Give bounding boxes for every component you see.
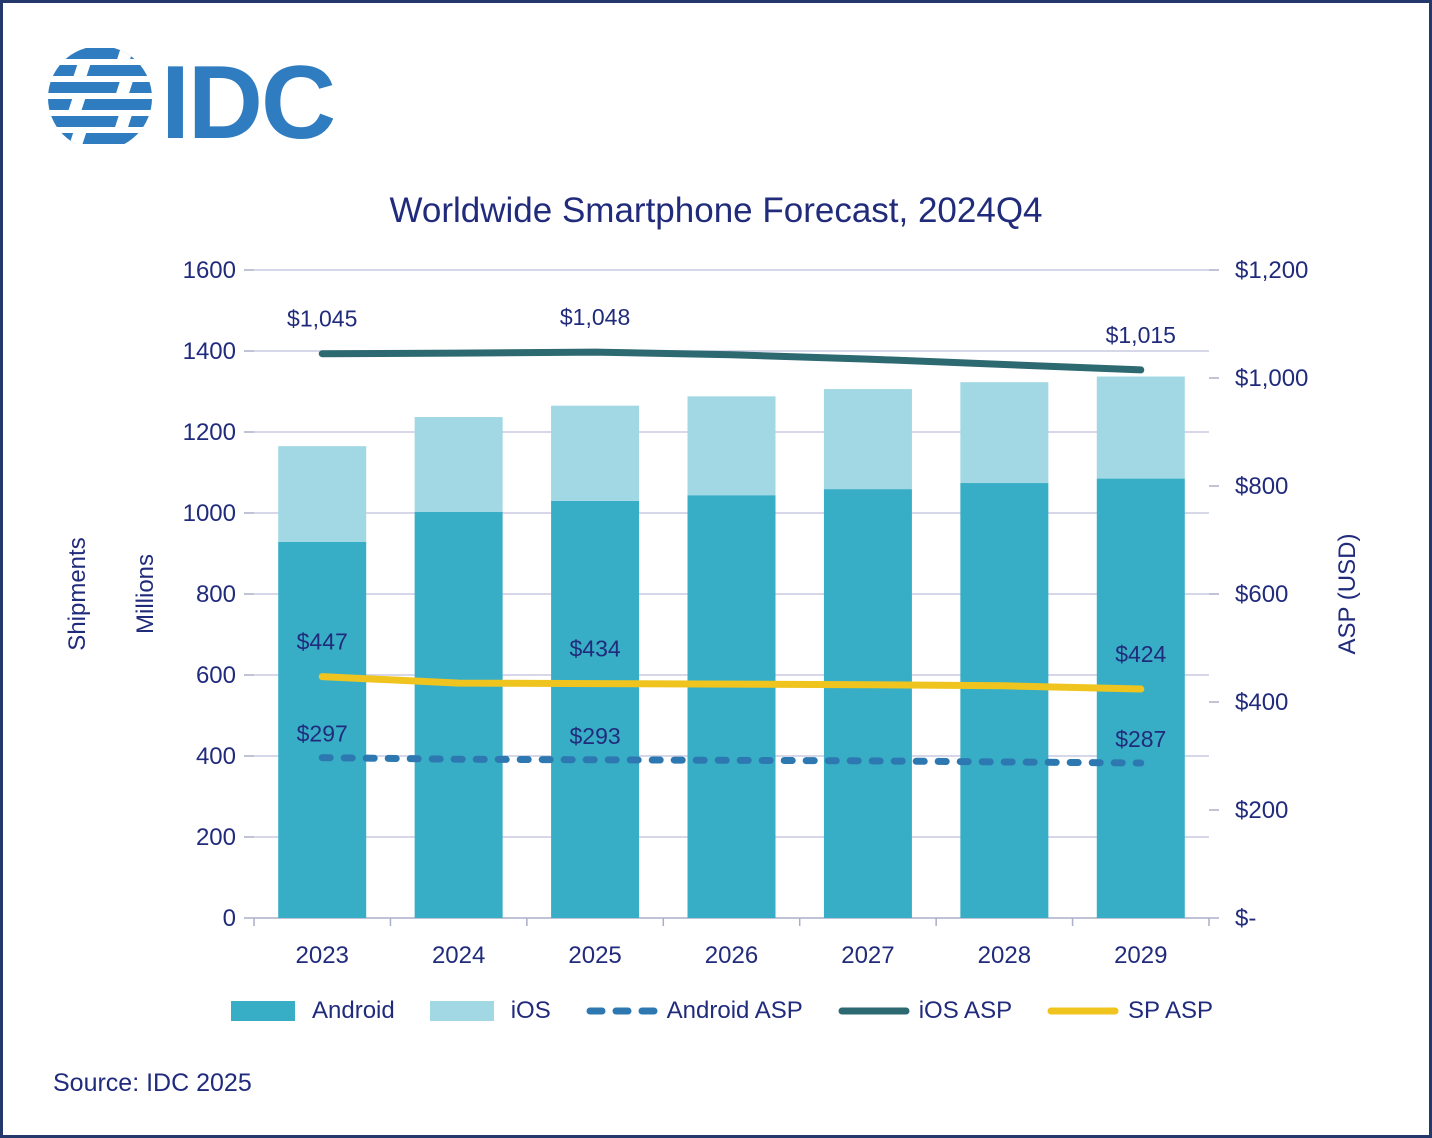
right-axis-tick-label: $200 [1235,797,1288,824]
legend-item-ios: iOS [430,997,551,1025]
bar-ios-2026 [688,396,776,495]
point-label-android-asp-2025: $293 [569,723,620,749]
point-label-ios-asp-2023: $1,045 [287,306,357,332]
legend-label-android-asp: Android ASP [667,997,803,1025]
left-axis-tick-label: 800 [196,581,236,608]
point-label-ios-asp-2025: $1,048 [560,304,630,330]
right-axis-title: ASP (USD) [1334,534,1361,655]
chart-card: IDC Worldwide Smartphone Forecast, 2024Q… [0,0,1432,1138]
line-ios-asp [322,352,1141,370]
right-axis-tick-label: $1,200 [1235,257,1308,284]
legend-item-sp-asp: SP ASP [1047,997,1213,1025]
legend-label-sp-asp: SP ASP [1128,997,1213,1025]
left-axis-title: Shipments [64,537,91,650]
left-axis-tick-label: 1400 [183,338,236,365]
bar-android-2025 [551,501,639,918]
bar-ios-2025 [551,406,639,501]
bar-android-2024 [415,512,503,918]
bar-ios-2023 [278,446,366,542]
right-axis-tick-label: $1,000 [1235,365,1308,392]
legend-label-android: Android [312,997,395,1025]
left-axis-units: Millions [132,554,159,634]
right-axis-tick-label: $- [1235,905,1256,932]
bar-android-2027 [824,489,912,918]
bar-android-2026 [688,495,776,918]
bar-android-2028 [960,483,1048,918]
x-axis-label-2028: 2028 [978,942,1031,969]
point-label-sp-asp-2029: $424 [1115,641,1166,667]
legend-swatch-android-asp [586,1001,658,1021]
point-label-android-asp-2023: $297 [297,721,348,747]
legend-item-android: Android [231,997,395,1025]
left-axis-tick-label: 1200 [183,419,236,446]
x-axis-label-2029: 2029 [1114,942,1167,969]
left-axis-tick-label: 0 [223,905,236,932]
bar-ios-2029 [1097,377,1185,479]
x-axis-label-2024: 2024 [432,942,485,969]
left-axis-tick-label: 200 [196,824,236,851]
legend-swatch-sp-asp [1047,1001,1119,1021]
left-axis-tick-label: 400 [196,743,236,770]
bar-android-2029 [1097,479,1185,918]
legend-label-ios-asp: iOS ASP [919,997,1012,1025]
right-axis-tick-label: $800 [1235,473,1288,500]
point-label-android-asp-2029: $287 [1115,726,1166,752]
legend-swatch-ios-asp [838,1001,910,1021]
point-label-sp-asp-2025: $434 [569,636,620,662]
legend-label-ios: iOS [511,997,551,1025]
legend-swatch-android [231,1001,303,1021]
bar-ios-2027 [824,389,912,489]
left-axis-tick-label: 600 [196,662,236,689]
point-label-sp-asp-2023: $447 [297,629,348,655]
x-axis-label-2025: 2025 [568,942,621,969]
point-label-ios-asp-2029: $1,015 [1106,322,1176,348]
right-axis-tick-label: $400 [1235,689,1288,716]
legend: Android iOS Android ASP iOS ASP SP ASP [231,997,1213,1025]
bar-ios-2028 [960,382,1048,483]
left-axis-tick-label: 1600 [183,257,236,284]
legend-item-ios-asp: iOS ASP [838,997,1012,1025]
x-axis-label-2023: 2023 [296,942,349,969]
x-axis-label-2027: 2027 [841,942,894,969]
right-axis-tick-label: $600 [1235,581,1288,608]
chart-plot: 0 200 400 600 800 1000 1200 1400 1600 $- $200 $400 $… [3,3,1432,1138]
bar-ios-2024 [415,417,503,512]
left-axis-tick-label: 1000 [183,500,236,527]
x-axis-label-2026: 2026 [705,942,758,969]
source-text: Source: IDC 2025 [53,1069,252,1098]
legend-item-android-asp: Android ASP [586,997,803,1025]
legend-swatch-ios [430,1001,502,1021]
